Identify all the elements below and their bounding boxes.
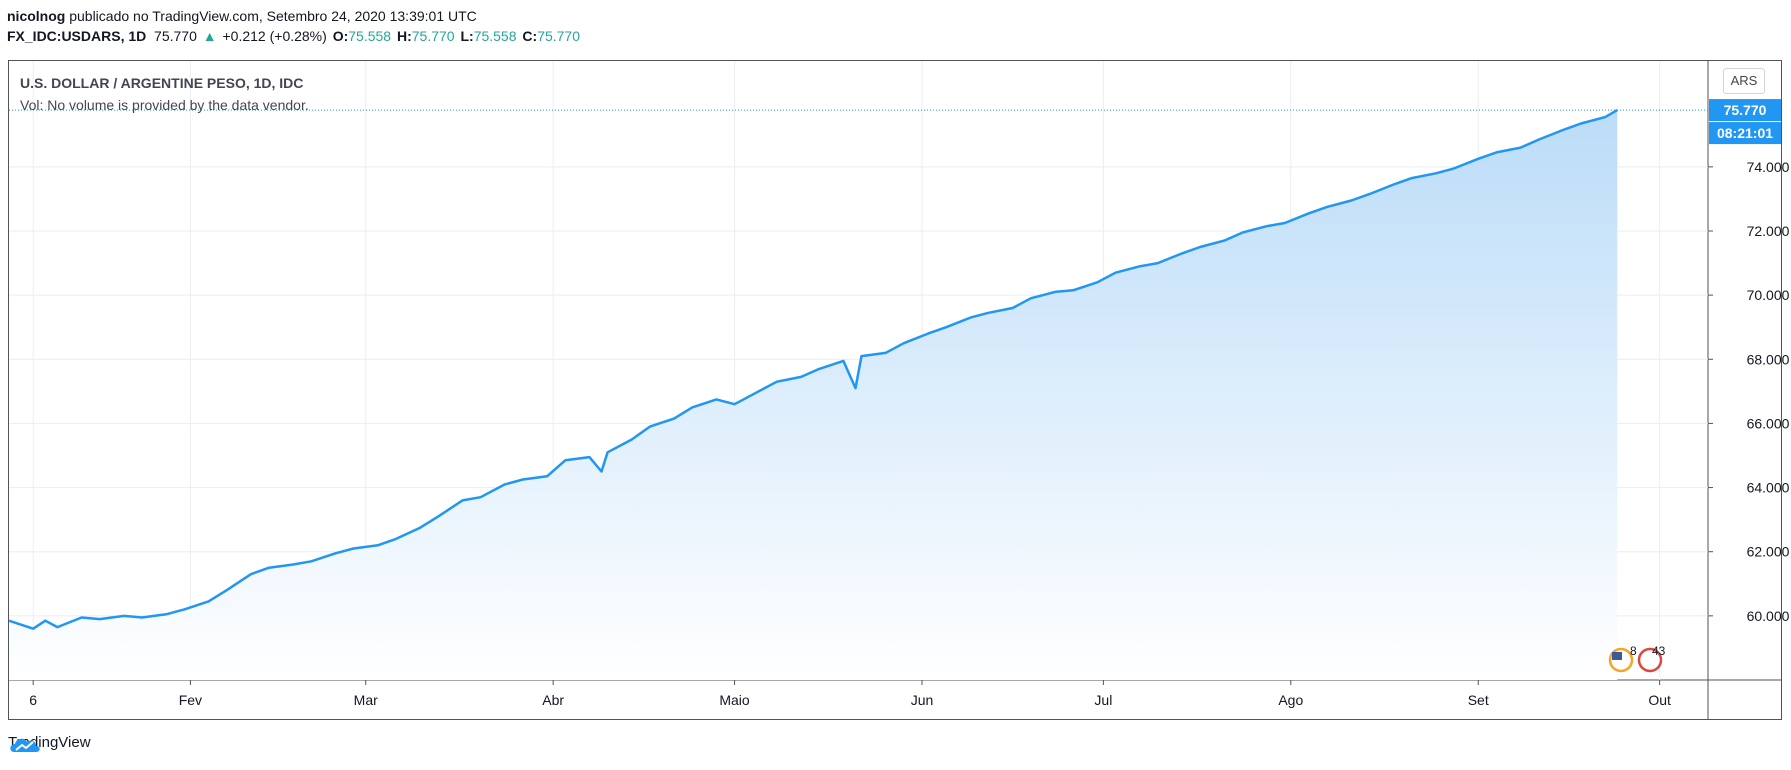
last-price-tag: 75.770 08:21:01 [1709, 99, 1781, 145]
chart-legend: U.S. DOLLAR / ARGENTINE PESO, 1D, IDC Vo… [20, 72, 309, 116]
symbol-label: FX_IDC:USDARS, 1D [7, 28, 147, 44]
open-value: 75.558 [348, 28, 392, 44]
currency-button[interactable]: ARS [1723, 68, 1765, 94]
y-tick-label: 60.000 [1747, 608, 1790, 624]
chart-title: U.S. DOLLAR / ARGENTINE PESO, 1D, IDC [20, 75, 304, 91]
chart-frame [8, 60, 1782, 720]
close-value: 75.770 [537, 28, 581, 44]
last-price: 75.770 [154, 28, 197, 44]
x-tick-label: Jul [1094, 692, 1112, 708]
price-line [8, 109, 1618, 630]
event-count-2: 43 [1652, 644, 1666, 658]
price-change: +0.212 (+0.28%) [222, 28, 327, 44]
x-tick-label: Abr [542, 692, 564, 708]
y-tick-label: 64.000 [1747, 480, 1790, 496]
x-tick-label: Out [1648, 692, 1671, 708]
x-tick-label: Fev [179, 692, 202, 708]
y-tick-label: 70.000 [1747, 287, 1790, 303]
economic-events[interactable]: 8 43 [1608, 644, 1666, 673]
open-label: O: [332, 28, 349, 44]
low-value: 75.558 [473, 28, 517, 44]
low-label: L: [460, 28, 474, 44]
price-axis[interactable]: 60.000 62.000 64.000 66.000 68.000 70.000 72.0… [1708, 159, 1790, 624]
time-axis[interactable]: 6 Fev Mar Abr Maio Jun Jul Ago Set Out [29, 680, 1671, 708]
publish-text: publicado no TradingView.com, Setembro 2… [65, 8, 477, 24]
area-fill [9, 110, 1618, 681]
us-flag-icon [1612, 652, 1622, 660]
x-tick-label: Set [1468, 692, 1489, 708]
publish-info: nicolnog publicado no TradingView.com, S… [7, 6, 582, 26]
y-tick-label: 66.000 [1747, 415, 1790, 431]
y-tick-label: 72.000 [1747, 223, 1790, 239]
volume-note: Vol: No volume is provided by the data v… [20, 97, 309, 113]
event-count-1: 8 [1630, 644, 1637, 658]
x-tick-label: Ago [1278, 692, 1303, 708]
chart-header: nicolnog publicado no TradingView.com, S… [7, 6, 582, 46]
ohlc-line: FX_IDC:USDARS, 1D 75.770 ▲ +0.212 (+0.28… [7, 26, 582, 46]
event-flag-icon[interactable] [1637, 647, 1663, 673]
high-label: H: [396, 28, 412, 44]
countdown-tag-label: 08:21:01 [1717, 125, 1773, 141]
x-tick-label: Jun [911, 692, 934, 708]
footer-brand[interactable]: TradingView [8, 734, 91, 752]
close-label: C: [522, 28, 538, 44]
x-tick-label: 6 [29, 692, 37, 708]
last-price-tag-label: 75.770 [1724, 102, 1767, 118]
up-triangle-icon: ▲ [202, 28, 217, 44]
x-tick-label: Mar [354, 692, 378, 708]
high-value: 75.770 [411, 28, 455, 44]
y-tick-label: 68.000 [1747, 351, 1790, 367]
x-tick-label: Maio [719, 692, 750, 708]
y-tick-label: 62.000 [1747, 544, 1790, 560]
y-tick-label: 74.000 [1747, 159, 1790, 175]
tradingview-cloud-icon [10, 738, 40, 752]
author-name[interactable]: nicolnog [7, 8, 66, 24]
